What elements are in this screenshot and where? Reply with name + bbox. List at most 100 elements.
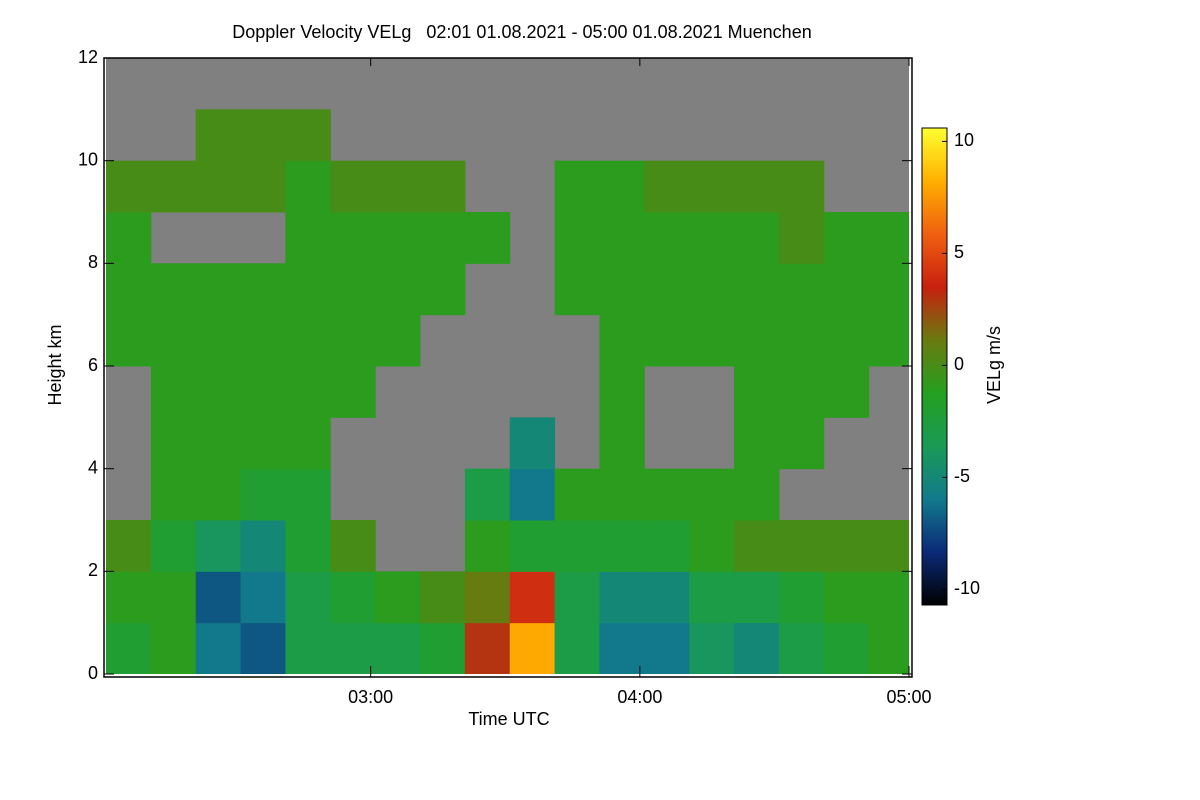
y-tick-label: 0 <box>88 663 98 683</box>
heatmap-cell <box>106 263 152 316</box>
heatmap-cell <box>285 468 331 521</box>
heatmap-cell <box>778 520 825 572</box>
heatmap-cell <box>464 520 511 572</box>
heatmap-cell <box>644 622 690 674</box>
heatmap-cell <box>644 263 690 316</box>
heatmap-cell <box>240 263 286 316</box>
heatmap-cell <box>330 571 376 624</box>
heatmap-cell <box>689 520 735 572</box>
heatmap-cell <box>554 622 600 674</box>
heatmap-cell <box>240 622 286 674</box>
heatmap-cell <box>823 263 870 316</box>
heatmap-cell <box>509 520 556 572</box>
heatmap-cell <box>240 520 286 572</box>
heatmap-cell <box>195 366 242 418</box>
heatmap-cell <box>285 622 331 674</box>
heatmap-cell <box>150 571 197 624</box>
heatmap-cell <box>106 622 152 674</box>
heatmap-cell <box>868 622 909 674</box>
heatmap-cell <box>599 520 645 572</box>
y-tick-label: 10 <box>78 149 98 169</box>
heatmap-cell <box>464 571 511 624</box>
x-tick-label: 04:00 <box>617 687 662 707</box>
heatmap-cell <box>509 468 556 521</box>
heatmap-cell <box>599 417 645 470</box>
heatmap-cell <box>823 366 870 418</box>
chart-title: Doppler Velocity VELg 02:01 01.08.2021 -… <box>232 22 811 42</box>
heatmap-cell <box>868 263 909 316</box>
heatmap-cell <box>150 160 197 213</box>
heatmap-cell <box>106 571 152 624</box>
heatmap-cell <box>420 622 466 674</box>
heatmap-cell <box>509 571 556 624</box>
heatmap-cell <box>464 468 511 521</box>
heatmap-cell <box>195 314 242 367</box>
heatmap-cell <box>420 571 466 624</box>
heatmap-cell <box>330 314 376 367</box>
heatmap-cell <box>285 160 331 213</box>
heatmap-cell <box>509 417 556 470</box>
heatmap-cell <box>420 212 466 264</box>
colorbar-tick-label: 5 <box>954 242 964 262</box>
heatmap-cell <box>554 160 600 213</box>
heatmap-cell <box>599 622 645 674</box>
heatmap-cell <box>285 571 331 624</box>
heatmap-cell <box>330 622 376 674</box>
heatmap-cell <box>734 212 780 264</box>
heatmap-cell <box>240 417 286 470</box>
heatmap-cell <box>734 468 780 521</box>
heatmap-cell <box>375 314 421 367</box>
heatmap-cell <box>195 109 242 162</box>
heatmap-cell <box>644 571 690 624</box>
heatmap-cell <box>195 468 242 521</box>
heatmap-cell <box>150 622 197 674</box>
heatmap-cell <box>240 468 286 521</box>
heatmap-cell <box>330 212 376 264</box>
y-tick-label: 6 <box>88 355 98 375</box>
heatmap-cell <box>868 571 909 624</box>
heatmap-cell <box>778 314 825 367</box>
heatmap-cell <box>778 417 825 470</box>
heatmap-cell <box>689 263 735 316</box>
heatmap-cell <box>375 571 421 624</box>
heatmap-cell <box>644 520 690 572</box>
heatmap-cells <box>106 109 909 674</box>
heatmap-cell <box>689 160 735 213</box>
y-axis-label: Height km <box>45 324 65 405</box>
heatmap-cell <box>330 520 376 572</box>
heatmap-cell <box>644 212 690 264</box>
heatmap-cell <box>554 263 600 316</box>
heatmap-cell <box>195 622 242 674</box>
heatmap-cell <box>823 622 870 674</box>
heatmap-cell <box>599 314 645 367</box>
heatmap-cell <box>150 468 197 521</box>
heatmap-cell <box>689 212 735 264</box>
heatmap-cell <box>689 314 735 367</box>
heatmap-cell <box>330 160 376 213</box>
heatmap-cell <box>375 160 421 213</box>
heatmap-cell <box>150 314 197 367</box>
heatmap-cell <box>464 212 511 264</box>
heatmap-cell <box>375 212 421 264</box>
heatmap-cell <box>240 160 286 213</box>
x-tick-label: 03:00 <box>348 687 393 707</box>
heatmap-cell <box>599 212 645 264</box>
heatmap-cell <box>195 160 242 213</box>
heatmap-cell <box>195 520 242 572</box>
heatmap-cell <box>285 263 331 316</box>
heatmap-cell <box>689 571 735 624</box>
heatmap-cell <box>778 366 825 418</box>
heatmap-cell <box>106 314 152 367</box>
colorbar-tick-label: 10 <box>954 130 974 150</box>
heatmap-cell <box>734 520 780 572</box>
heatmap-cell <box>599 571 645 624</box>
heatmap-cell <box>734 314 780 367</box>
y-tick-label: 12 <box>78 47 98 67</box>
heatmap-cell <box>644 314 690 367</box>
heatmap-cell <box>375 622 421 674</box>
heatmap-cell <box>644 468 690 521</box>
heatmap-cell <box>150 417 197 470</box>
y-tick-label: 4 <box>88 457 98 477</box>
heatmap-cell <box>689 622 735 674</box>
